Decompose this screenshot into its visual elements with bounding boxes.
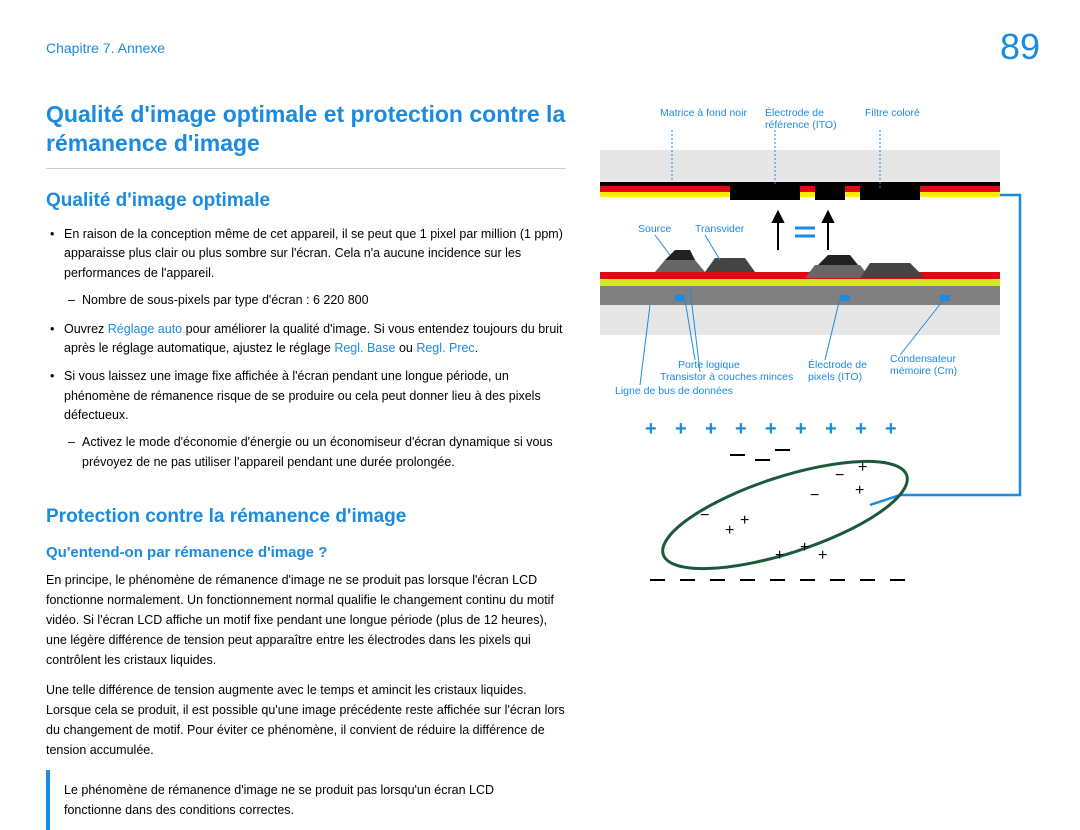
label-source: Source	[638, 223, 671, 235]
bullet-text-mid2: ou	[395, 341, 416, 355]
svg-text:+: +	[645, 418, 657, 440]
link-regl-prec: Regl. Prec	[416, 341, 474, 355]
section2-heading: Protection contre la rémanence d'image	[46, 503, 566, 532]
section2-subheading: Qu'entend-on par rémanence d'image ?	[46, 542, 566, 565]
section1-bullets: En raison de la conception même de cet a…	[46, 225, 566, 472]
link-regl-base: Regl. Base	[334, 341, 395, 355]
link-reglage-auto: Réglage auto	[108, 322, 182, 336]
label-matrice: Matrice à fond noir	[660, 107, 747, 119]
label-transvider: Transvider	[695, 223, 745, 235]
chapter-label: Chapitre 7. Annexe	[46, 38, 165, 59]
svg-text:−: −	[810, 487, 819, 504]
svg-text:+: +	[818, 547, 827, 564]
sub-bullet: Nombre de sous-pixels par type d'écran :…	[64, 291, 566, 310]
svg-text:+: +	[795, 418, 807, 440]
note-box: Le phénomène de rémanence d'image ne se …	[46, 770, 566, 830]
svg-text:+: +	[858, 459, 867, 476]
svg-text:+: +	[800, 539, 809, 556]
page-number: 89	[1000, 20, 1040, 74]
para1: En principe, le phénomène de rémanence d…	[46, 570, 566, 670]
bullet-text: En raison de la conception même de cet a…	[64, 227, 563, 280]
label-porte: Porte logique	[678, 359, 740, 371]
bullet-text-end: .	[475, 341, 478, 355]
bullet-item: Si vous laissez une image fixe affichée …	[46, 367, 566, 472]
bullet-item: Ouvrez Réglage auto pour améliorer la qu…	[46, 320, 566, 359]
main-heading: Qualité d'image optimale et protection c…	[46, 100, 566, 169]
label-condensateur: Condensateurmémoire (Cm)	[890, 353, 957, 377]
para2: Une telle différence de tension augmente…	[46, 680, 566, 760]
bullet-text-pre: Ouvrez	[64, 322, 108, 336]
svg-text:+: +	[705, 418, 717, 440]
label-ligne-bus: Ligne de bus de données	[615, 385, 733, 397]
svg-text:+: +	[735, 418, 747, 440]
svg-text:+: +	[675, 418, 687, 440]
svg-text:+: +	[825, 418, 837, 440]
svg-text:+: +	[855, 482, 864, 499]
label-transistor: Transistor à couches minces	[660, 371, 793, 383]
svg-text:−: −	[835, 467, 844, 484]
left-column: Qualité d'image optimale et protection c…	[46, 100, 566, 830]
lcd-diagram: + + + + + + + + + − + + − − + + + +	[600, 100, 1040, 600]
svg-text:−: −	[700, 507, 709, 524]
bullet-text: Si vous laissez une image fixe affichée …	[64, 369, 541, 422]
svg-text:+: +	[725, 522, 734, 539]
label-electrode-ref: Électrode deréférence (ITO)	[765, 106, 837, 131]
svg-text:+: +	[740, 512, 749, 529]
svg-text:+: +	[855, 418, 867, 440]
svg-text:+: +	[775, 547, 784, 564]
bullet-item: En raison de la conception même de cet a…	[46, 225, 566, 311]
label-filtre: Filtre coloré	[865, 107, 920, 119]
section1-heading: Qualité d'image optimale	[46, 187, 566, 216]
sub-bullet: Activez le mode d'économie d'énergie ou …	[64, 433, 566, 472]
label-electrode-pixels: Électrode depixels (ITO)	[808, 358, 867, 383]
svg-text:+: +	[885, 418, 897, 440]
svg-text:+: +	[765, 418, 777, 440]
